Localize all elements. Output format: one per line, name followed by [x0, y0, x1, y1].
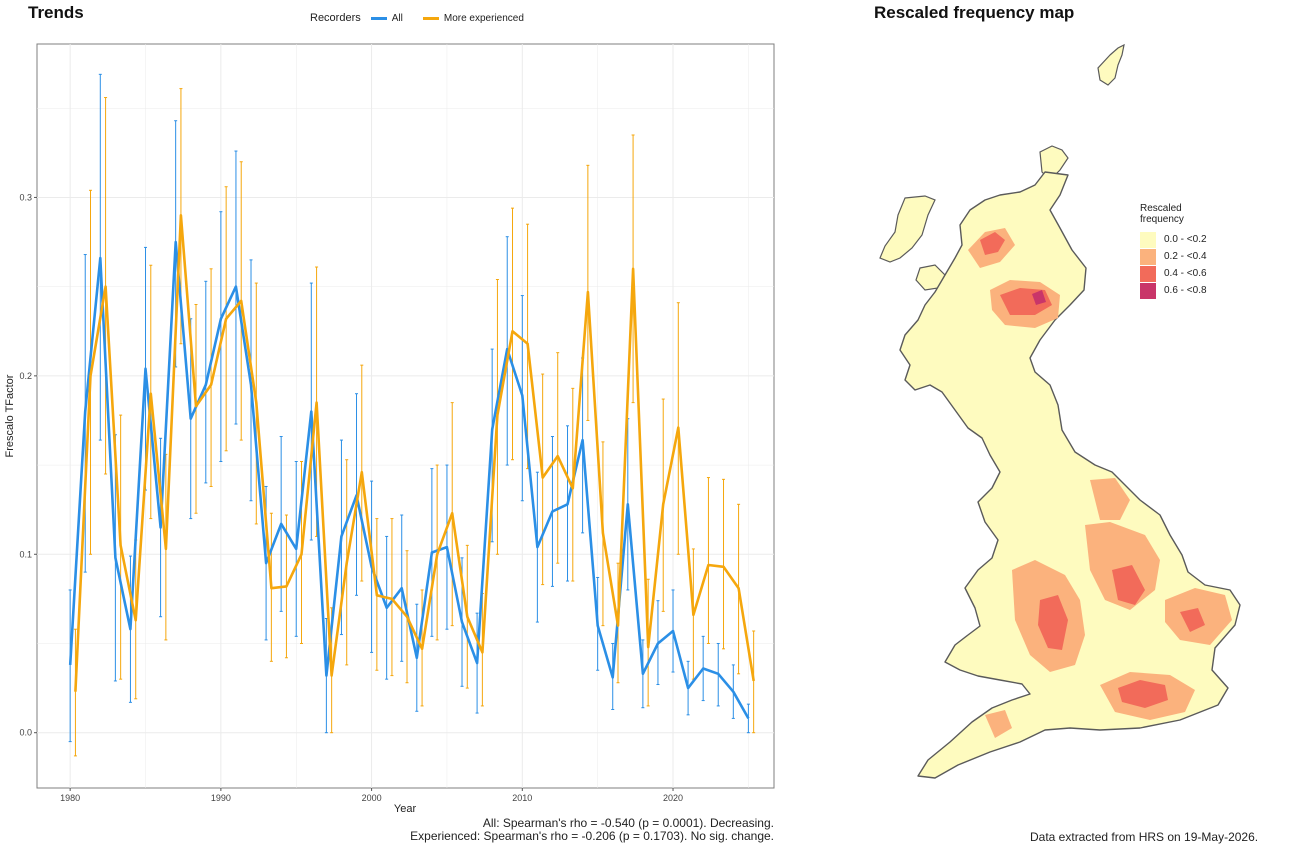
map-legend-label: 0.2 - <0.4 — [1164, 251, 1207, 262]
uk-frequency-map — [879, 43, 1241, 779]
map-legend-swatch — [1140, 265, 1156, 282]
x-tick-label: 1980 — [60, 793, 80, 803]
mainland-outline — [899, 171, 1241, 779]
legend-item-all: All — [370, 12, 403, 24]
map-legend-title: Rescaled frequency — [1140, 203, 1207, 225]
source-note: Data extracted from HRS on 19-May-2026. — [1030, 830, 1259, 844]
y-axis-label: Frescalo TFactor — [4, 374, 16, 457]
map-legend-swatch — [1140, 282, 1156, 299]
band-0-4-south — [1118, 680, 1168, 708]
map-legend-label: 0.6 - <0.8 — [1164, 285, 1207, 296]
y-tick-label: 0.2 — [19, 371, 32, 381]
y-tick-label: 0.0 — [19, 728, 32, 738]
map-legend-row: 0.0 - <0.2 — [1140, 231, 1207, 248]
x-tick-label: 2000 — [362, 793, 382, 803]
legend-title: Recorders — [310, 12, 361, 24]
x-axis-label: Year — [394, 803, 417, 815]
legend-item-experienced: More experienced — [422, 12, 524, 24]
map-legend-row: 0.6 - <0.8 — [1140, 282, 1207, 299]
series-line — [74, 214, 755, 692]
hebrides-island — [879, 195, 936, 263]
plot-panel — [36, 43, 775, 789]
map-legend-row: 0.4 - <0.6 — [1140, 265, 1207, 282]
band-0-2-north-england — [1090, 478, 1130, 520]
legend-swatch-all — [370, 16, 387, 20]
map-legend-label: 0.4 - <0.6 — [1164, 268, 1207, 279]
map-legend-label: 0.0 - <0.2 — [1164, 234, 1207, 245]
stats-all: All: Spearman's rho = -0.540 (p = 0.0001… — [482, 816, 774, 830]
map-legend-title-line1: Rescaled — [1140, 203, 1182, 214]
series-lines — [68, 214, 755, 720]
legend-label-all: All — [391, 12, 403, 24]
trend-chart: 0.0 0.1 0.2 0.3 1980 1990 2000 2010 2020 Year Fr… — [4, 43, 775, 815]
legend-swatch-experienced — [422, 16, 439, 20]
map-mainland — [899, 171, 1241, 779]
y-tick-label: 0.3 — [19, 192, 32, 202]
map-legend: Rescaled frequency 0.0 - <0.2 0.2 - <0.4… — [1140, 203, 1207, 299]
map-legend-title-line2: frequency — [1140, 214, 1184, 225]
band-0-4-midlands — [1112, 565, 1145, 605]
band-0-6-cairngorm — [1032, 290, 1046, 305]
axis-ticks: 0.0 0.1 0.2 0.3 1980 1990 2000 2010 2020 — [19, 192, 683, 803]
trend-statistics: All: Spearman's rho = -0.540 (p = 0.0001… — [410, 817, 774, 843]
band-0-4-east-anglia — [1180, 608, 1205, 632]
x-tick-label: 2010 — [512, 793, 532, 803]
map-legend-row: 0.2 - <0.4 — [1140, 248, 1207, 265]
trends-title: Trends — [28, 3, 84, 22]
y-tick-label: 0.1 — [19, 549, 32, 559]
band-0-2-southwest — [985, 710, 1012, 738]
x-tick-label: 1990 — [211, 793, 231, 803]
band-0-4-wales — [1038, 595, 1068, 650]
shetland-island — [1097, 43, 1125, 86]
map-frequency-bands — [968, 228, 1232, 738]
map-legend-swatch — [1140, 231, 1156, 248]
band-0-4-north — [980, 232, 1005, 255]
map-legend-swatch — [1140, 248, 1156, 265]
x-tick-label: 2020 — [663, 793, 683, 803]
series-legend: Recorders All More experienced — [310, 12, 538, 24]
stats-experienced: Experienced: Spearman's rho = -0.206 (p … — [410, 829, 774, 843]
legend-label-experienced: More experienced — [443, 12, 524, 24]
map-title: Rescaled frequency map — [874, 3, 1075, 22]
